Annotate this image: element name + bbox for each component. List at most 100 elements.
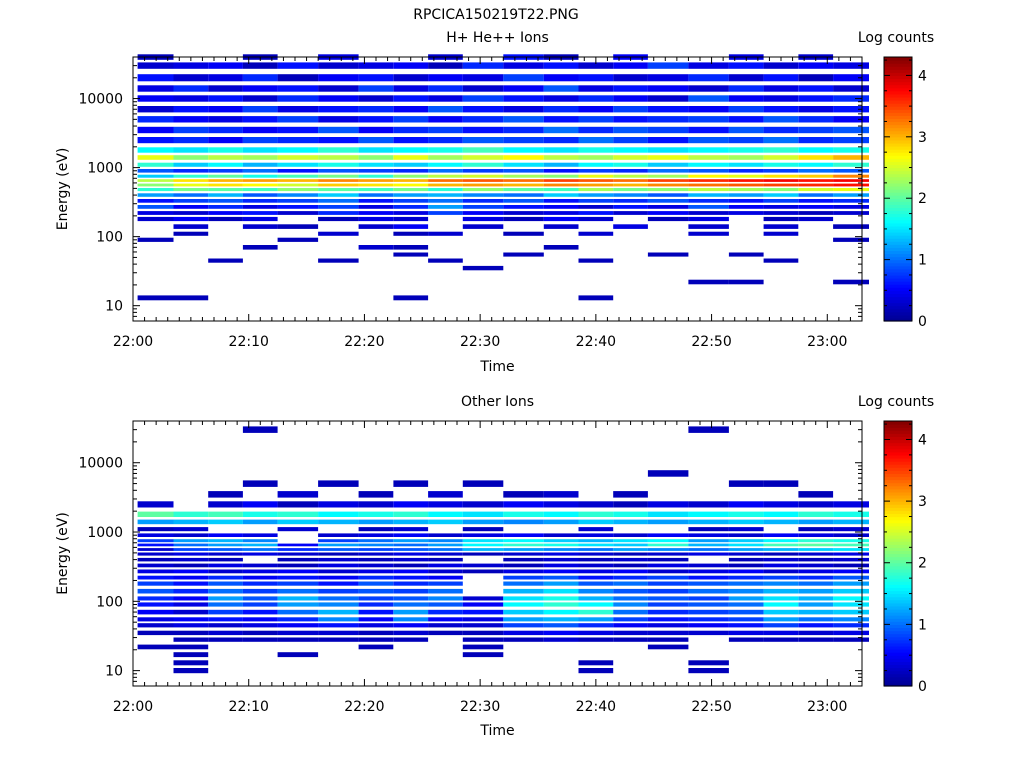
heatmap-cell [578, 155, 614, 160]
colorbar-segment [884, 75, 912, 80]
heatmap-cell [137, 557, 174, 562]
heatmap-cell [728, 179, 764, 182]
heatmap-cell [688, 543, 729, 547]
heatmap-cell [137, 237, 174, 242]
heatmap-cell [242, 581, 278, 586]
heatmap-cell [578, 617, 614, 622]
colorbar-segment [884, 602, 912, 607]
heatmap-cell [688, 533, 729, 537]
heatmap-cell [543, 199, 579, 203]
heatmap-cell [688, 548, 729, 551]
heatmap-cell [688, 95, 729, 102]
heatmap-cell [763, 519, 799, 525]
heatmap-cell [137, 147, 174, 153]
colorbar-segment [884, 152, 912, 156]
y-tick-label: 1000 [87, 525, 123, 541]
heatmap-cell [173, 62, 209, 69]
heatmap-cell [728, 137, 764, 144]
heatmap-cell [173, 216, 209, 222]
heatmap-cell [763, 569, 799, 574]
heatmap-cell [428, 74, 463, 82]
heatmap-cell [393, 211, 429, 215]
heatmap-cell [137, 527, 174, 532]
heatmap-cell [688, 623, 729, 628]
heatmap-cell [358, 527, 394, 532]
heatmap-cell [462, 548, 504, 551]
heatmap-cell [462, 137, 504, 144]
heatmap-cell [137, 543, 174, 547]
heatmap-cell [173, 637, 209, 642]
heatmap-cell [543, 62, 579, 69]
y-tick-label: 10 [105, 299, 123, 315]
heatmap-cell [173, 563, 209, 568]
heatmap-cell [833, 116, 869, 123]
heatmap-cell [833, 563, 869, 568]
heatmap-cell [728, 174, 764, 178]
heatmap-cell [462, 609, 504, 615]
heatmap-cell [173, 644, 209, 650]
heatmap-cell [728, 126, 764, 134]
colorbar-segment [884, 296, 912, 301]
heatmap-cell [208, 548, 243, 551]
heatmap-cell [173, 539, 209, 543]
heatmap-cell [208, 155, 243, 160]
heatmap-cell [613, 205, 648, 209]
colorbar-segment [884, 473, 912, 478]
heatmap-cell [798, 588, 834, 594]
heatmap-cell [503, 533, 544, 537]
colorbar-segment [884, 87, 912, 92]
heatmap-cell [277, 174, 319, 178]
heatmap-cell [728, 183, 764, 187]
heatmap-cell [208, 183, 243, 187]
heatmap-cell [137, 519, 174, 525]
heatmap-cell [173, 569, 209, 574]
heatmap-cell [543, 106, 579, 113]
heatmap-cell [728, 199, 764, 203]
heatmap-cell [688, 106, 729, 113]
heatmap-cell [688, 199, 729, 203]
heatmap-cell [503, 252, 544, 257]
heatmap-cell [503, 501, 544, 508]
heatmap-cell [173, 169, 209, 173]
heatmap-cell [358, 147, 394, 153]
heatmap-cell [358, 95, 394, 102]
heatmap-cell [173, 596, 209, 601]
heatmap-cell [763, 575, 799, 580]
heatmap-cell [543, 205, 579, 209]
heatmap-cell [242, 62, 278, 69]
heatmap-cell [173, 623, 209, 628]
heatmap-cell [462, 511, 504, 517]
heatmap-cell [543, 569, 579, 574]
heatmap-cell [428, 106, 463, 113]
heatmap-cell [277, 162, 319, 167]
heatmap-cell [647, 557, 689, 562]
heatmap-cell [393, 147, 429, 153]
colorbar-segment [884, 176, 912, 181]
heatmap-cell [358, 216, 394, 222]
heatmap-cell [242, 552, 278, 556]
heatmap-cell [208, 543, 243, 547]
heatmap-cell [208, 162, 243, 167]
heatmap-cell [462, 623, 504, 628]
x-tick-label: 22:30 [460, 699, 500, 715]
heatmap-cell [503, 231, 544, 236]
heatmap-cell [543, 563, 579, 568]
heatmap-cell [173, 575, 209, 580]
heatmap-cell [613, 85, 648, 92]
colorbar-segment [884, 115, 912, 119]
colorbar-segment [884, 605, 912, 610]
heatmap-cell [318, 137, 359, 144]
colorbar-segment [884, 311, 912, 316]
colorbar-segment [884, 559, 912, 564]
heatmap-cell [318, 174, 359, 178]
heatmap-cell [578, 199, 614, 203]
colorbar-segment [884, 454, 912, 459]
heatmap-cell [393, 155, 429, 160]
heatmap-cell [462, 527, 504, 532]
heatmap-cell [763, 137, 799, 144]
heatmap-cell [358, 85, 394, 92]
heatmap-cell [462, 519, 504, 525]
heatmap-cell [358, 491, 394, 498]
heatmap-cell [613, 116, 648, 123]
heatmap-cell [358, 106, 394, 113]
